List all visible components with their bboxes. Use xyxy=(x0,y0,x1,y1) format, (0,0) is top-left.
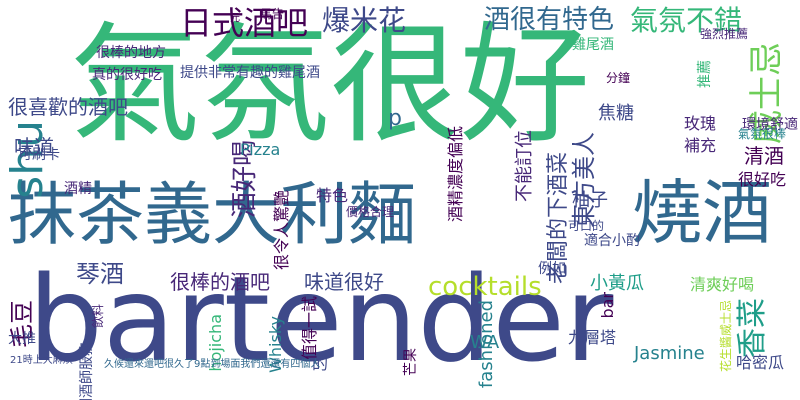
cloud-word: 提供非常有趣的雞尾酒 xyxy=(180,65,320,81)
cloud-word: 酒精濃度偏低 xyxy=(446,126,465,223)
cloud-word: 氣氛不錯 xyxy=(630,4,743,37)
cloud-word: 氣氛很好 xyxy=(70,9,591,161)
cloud-word: 氣氛很棒 xyxy=(738,127,787,141)
cloud-word: 可口的 xyxy=(568,219,605,233)
cloud-word: 很喜歡的酒吧 xyxy=(8,95,128,119)
cloud-word: 例如 xyxy=(538,261,566,277)
cloud-word: p xyxy=(388,106,402,131)
cloud-word: 燒酒 xyxy=(632,172,772,254)
cloud-word: 特色 xyxy=(316,186,349,205)
cloud-word: 適合小酌 xyxy=(584,233,640,249)
cloud-word: 東方美人 xyxy=(570,132,598,228)
cloud-word: 很棒的酒吧 xyxy=(170,270,270,294)
cloud-word: 的 xyxy=(312,354,329,373)
cloud-word: 焦糖 xyxy=(598,103,634,124)
cloud-word: Jasmine xyxy=(634,343,705,364)
cloud-word: WA xyxy=(470,332,500,353)
cloud-word: 柚子 xyxy=(572,190,608,211)
cloud-word: 馬告 xyxy=(260,7,285,21)
cloud-word: 真的很好吃 xyxy=(92,67,162,83)
cloud-word: fashioned xyxy=(476,300,497,389)
cloud-word: 清爽好喝 xyxy=(690,275,755,294)
cloud-word: bartender xyxy=(28,250,614,388)
cloud-word: 不能訂位 xyxy=(514,130,535,202)
cloud-word: 推薦 xyxy=(697,60,713,88)
cloud-word: 元 xyxy=(230,13,240,24)
cloud-word: 強烈推薦 xyxy=(700,27,749,41)
cloud-word: 很令人驚艷 xyxy=(272,190,291,271)
cloud-word: 雞尾酒 xyxy=(572,37,614,53)
cloud-word: 補充 xyxy=(684,136,717,155)
cloud-word: 清酒 xyxy=(744,144,784,168)
cloud-word: 可刷卡 xyxy=(18,147,60,163)
cloud-word: cocktails xyxy=(428,272,542,302)
cloud-word: 琴酒 xyxy=(76,260,124,288)
cloud-word: 小黃瓜 xyxy=(590,273,644,294)
cloud-word: 飲料 xyxy=(91,304,105,329)
cloud-word: Pizza xyxy=(240,140,281,159)
cloud-word: 九層塔 xyxy=(568,328,617,347)
cloud-word: 哈密瓜 xyxy=(736,353,785,372)
cloud-word: 日式酒吧 xyxy=(180,4,309,42)
cloud-word: 價格合理 xyxy=(346,205,395,219)
cloud-word: 值得一試 xyxy=(300,296,319,361)
cloud-word: bar xyxy=(598,292,617,319)
cloud-word: 久候還來還吧很久了9點到場面我們還還有四個人 xyxy=(104,359,321,370)
cloud-word: 香菜 xyxy=(735,298,770,358)
cloud-word: 味道 xyxy=(14,135,54,159)
cloud-word: 位調酒師服務 xyxy=(79,342,95,400)
cloud-word: 芒果 xyxy=(403,348,419,376)
cloud-word: 環境舒適 xyxy=(742,117,798,133)
cloud-word: 酒精 xyxy=(64,181,92,197)
cloud-word: 21時上大麻煩 xyxy=(10,355,73,366)
cloud-word: 很好吃 xyxy=(738,170,787,189)
cloud-word: 分鐘 xyxy=(606,71,631,85)
cloud-word: 很棒的地方 xyxy=(96,45,166,61)
cloud-word: 抹茶義大利麵 xyxy=(8,176,417,255)
cloud-word: 味道很好 xyxy=(304,270,384,294)
cloud-word: 酒很有特色 xyxy=(484,5,615,35)
cloud-word: 花生醬威士忌 xyxy=(719,300,733,373)
cloud-word: 爆米花 xyxy=(322,4,407,37)
cloud-word: 玫瑰 xyxy=(684,114,717,133)
cloud-word: 大推 xyxy=(8,331,36,347)
